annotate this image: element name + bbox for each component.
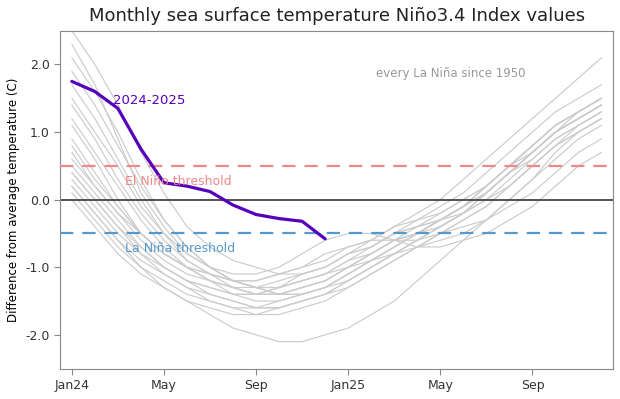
Text: El Niño threshold: El Niño threshold xyxy=(125,175,231,188)
Text: every La Niña since 1950: every La Niña since 1950 xyxy=(376,67,525,80)
Text: 2024-2025: 2024-2025 xyxy=(113,94,185,107)
Y-axis label: Difference from average temperature (C): Difference from average temperature (C) xyxy=(7,77,20,322)
Title: Monthly sea surface temperature Niño3.4 Index values: Monthly sea surface temperature Niño3.4 … xyxy=(89,7,585,25)
Text: La Niña threshold: La Niña threshold xyxy=(125,241,235,255)
